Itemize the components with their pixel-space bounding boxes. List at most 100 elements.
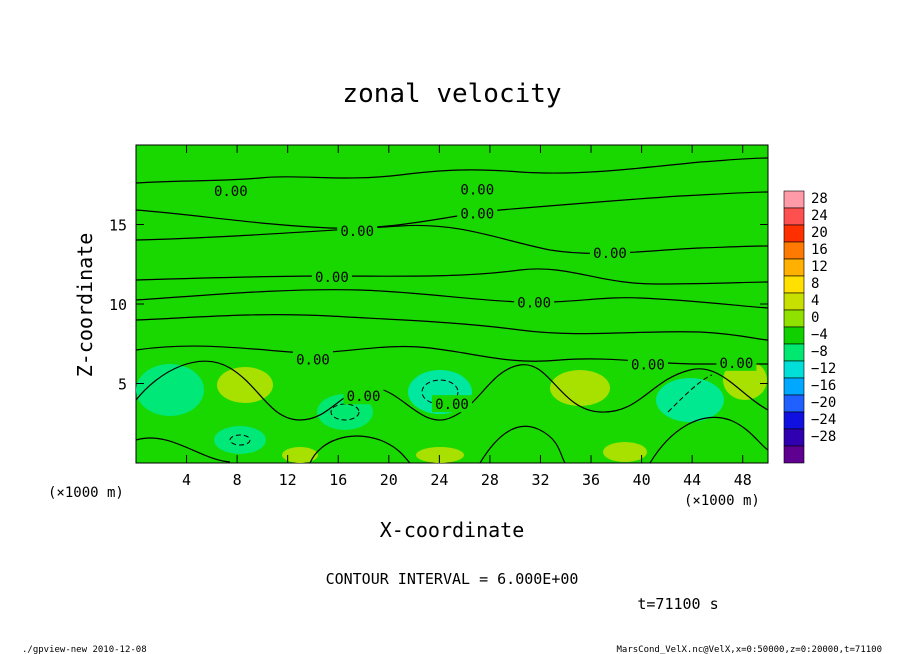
contour-interval-text: CONTOUR INTERVAL = 6.000E+00 [326,570,579,588]
colorbar-swatch [783,190,805,209]
x-tick-label: 24 [430,471,448,489]
x-axis-title: X-coordinate [380,518,525,542]
x-tick-label: 20 [380,471,398,489]
colorbar-label: 28 [811,191,828,207]
contour-label: 0.00 [435,397,469,413]
colorbar-swatch [783,411,805,430]
colorbar-label: −16 [811,378,836,394]
contour-label: 0.00 [460,183,494,199]
contour-label: 0.00 [347,389,381,405]
contour-label: 0.00 [460,206,494,222]
colorbar-swatch [783,377,805,396]
contour-label-bg [432,395,472,413]
colorbar-label: −12 [811,361,836,377]
contour-label-bg [292,350,333,368]
contour-label-bg [514,293,555,311]
field-blob [282,447,318,463]
field-blob [416,447,464,463]
contour-line [479,425,566,464]
colorbar-swatch [783,326,805,345]
y-tick-label: 15 [109,217,127,235]
y-tick-label: 10 [109,296,127,314]
contour-label: 0.00 [631,357,665,373]
colorbar-label: −4 [811,327,828,343]
x-tick-label: 28 [481,471,499,489]
colorbar-label: 12 [811,259,828,275]
colorbar-label: 20 [811,225,828,241]
x-axis: 4 8 12 16 20 24 28 32 36 40 44 48 [182,145,752,489]
contour-label: 0.00 [517,295,551,311]
x-unit-left: (×1000 m) [48,485,124,501]
contour-line [135,314,769,341]
contour-label-bg [590,244,630,262]
colorbar-swatch [783,207,805,226]
x-tick-label: 16 [329,471,347,489]
colorbar-label: −28 [811,429,836,445]
x-tick-label: 40 [633,471,651,489]
contour-label-bg [457,180,498,198]
x-tick-label: 32 [531,471,549,489]
field-blob [603,442,647,462]
contour-line [135,437,231,463]
time-text: t=71100 s [637,595,718,613]
colorbar-swatch [783,292,805,311]
contour-label-bg [343,387,384,405]
contour-line [135,157,769,184]
y-axis: 5 10 15 [109,217,768,394]
contour-label: 0.00 [296,353,330,369]
x-tick-label: 8 [233,471,242,489]
contour-line [135,345,769,365]
contour-line [135,268,769,285]
contour-line [309,435,411,464]
colorbar-swatch [783,360,805,379]
contour-label: 0.00 [340,224,374,240]
colorbar-label: 24 [811,208,828,224]
field-blob [136,364,204,416]
contour-line [135,289,769,309]
contour-label: 0.00 [720,356,754,372]
y-axis-title: Z-coordinate [73,233,97,378]
colorbar-swatch [783,241,805,260]
colorbar-label: 16 [811,242,828,258]
negative-contour [421,379,459,405]
colorbar-swatch [783,309,805,328]
negative-contour [229,434,251,446]
contour-line [135,360,769,421]
field-blob [550,370,610,406]
x-unit-right: (×1000 m) [684,493,760,509]
contour-label: 0.00 [593,246,627,262]
colorbar-swatch [783,394,805,413]
y-tick-label: 5 [118,376,127,394]
negative-contour [667,374,713,413]
colorbar-swatch [783,428,805,447]
x-tick-label: 12 [279,471,297,489]
contour-lines [135,157,769,464]
contour-line [135,224,769,255]
contour-label-bg [627,355,668,373]
x-tick-label: 48 [734,471,752,489]
contour-label: 0.00 [315,270,349,286]
contour-label-bg [337,221,378,239]
contour-label-bg [210,182,251,200]
colorbar-swatch [783,343,805,362]
colorbar-label: −8 [811,344,828,360]
colorbar-swatch [783,275,805,294]
contour-labels: 0.00 0.00 0.00 0.00 0.00 0.00 0.00 0.00 0.00 0.00… [210,180,757,413]
chart-title: zonal velocity [342,79,561,109]
x-tick-label: 36 [582,471,600,489]
colorbar-label: 8 [811,276,819,292]
footer-right: MarsCond_VelX.nc@VelX,x=0:50000,z=0:2000… [616,645,882,654]
contour-label-bg [457,204,498,222]
x-tick-label: 44 [683,471,701,489]
colorbar-swatch [783,445,805,464]
contour-label-bg [311,267,352,285]
x-tick-label: 4 [182,471,191,489]
colorbar-swatch [783,258,805,277]
field-blob [656,378,724,422]
plot-area: 0.00 0.00 0.00 0.00 0.00 0.00 0.00 0.00 0.00 0.00… [135,144,769,464]
field-blob [217,367,273,403]
colorbar-label: −20 [811,395,836,411]
colorbar-label: −24 [811,412,836,428]
